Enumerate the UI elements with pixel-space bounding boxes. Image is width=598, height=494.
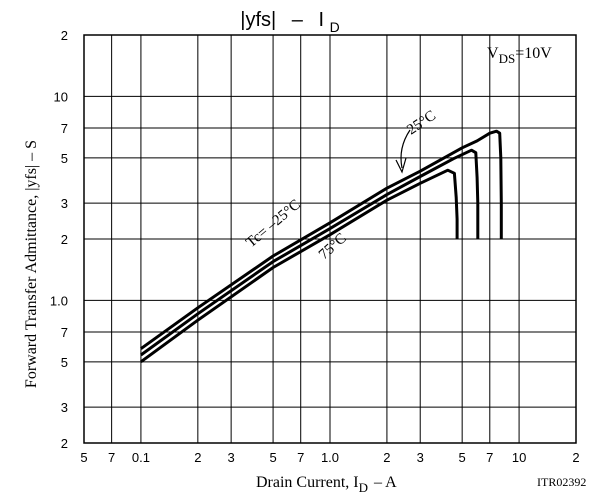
series-line xyxy=(140,148,480,357)
series-line xyxy=(140,129,503,350)
x-axis-label-unit: – A xyxy=(373,474,397,491)
x-tick-label: 5 xyxy=(459,450,466,465)
condition-label: VDS=10V xyxy=(487,45,552,66)
condition-sub: DS xyxy=(499,51,516,66)
x-tick-label: 2 xyxy=(383,450,390,465)
y-tick-label: 5 xyxy=(61,151,68,166)
plot-frame xyxy=(83,34,577,444)
x-tick-label: 0.1 xyxy=(132,450,150,465)
title-yfs: |yfs| xyxy=(240,9,276,31)
y-tick-label: 5 xyxy=(61,355,68,370)
x-tick-label: 7 xyxy=(297,450,304,465)
y-tick-label: 1.0 xyxy=(50,293,68,308)
x-tick-labels: 5 7 0.1 2 3 5 7 1.0 2 3 5 7 10 2 xyxy=(80,450,579,465)
annotation-room-leader xyxy=(400,129,411,169)
x-tick-label: 3 xyxy=(417,450,424,465)
title-id-main: I xyxy=(318,9,324,31)
condition-v: V xyxy=(487,45,499,62)
x-tick-label: 5 xyxy=(269,450,276,465)
x-axis-label: Drain Current, ID – A xyxy=(256,474,397,494)
chart-title: |yfs| – I D xyxy=(240,9,339,35)
x-tick-label: 5 xyxy=(80,450,87,465)
y-tick-label: 2 xyxy=(61,28,68,43)
title-dash: – xyxy=(292,9,304,31)
x-axis-label-sub: D xyxy=(359,480,368,494)
annotation-room-arrowhead xyxy=(395,157,407,174)
x-tick-label: 3 xyxy=(228,450,235,465)
y-tick-labels: 2 3 5 7 1.0 2 3 5 7 10 2 xyxy=(50,28,68,451)
x-tick-label: 1.0 xyxy=(321,450,339,465)
title-id-sub: D xyxy=(330,19,340,35)
y-tick-label: 7 xyxy=(61,121,68,136)
condition-value: =10V xyxy=(515,45,552,62)
y-axis-label: Forward Transfer Admittance, |yfs| – S xyxy=(23,140,40,388)
annotation-room: 25°C xyxy=(404,108,439,139)
y-tick-label: 2 xyxy=(61,232,68,247)
x-axis-label-main: Drain Current, I xyxy=(256,474,359,491)
curves xyxy=(140,129,503,364)
x-tick-label: 7 xyxy=(486,450,493,465)
y-tick-label: 7 xyxy=(61,325,68,340)
x-tick-label: 2 xyxy=(194,450,201,465)
x-tick-label: 7 xyxy=(108,450,115,465)
x-tick-label: 10 xyxy=(512,450,526,465)
y-tick-label: 3 xyxy=(61,400,68,415)
x-tick-label: 2 xyxy=(572,450,579,465)
y-tick-label: 2 xyxy=(61,436,68,451)
figure-code: ITR02392 xyxy=(537,475,586,489)
y-tick-label: 10 xyxy=(54,89,68,104)
y-tick-label: 3 xyxy=(61,196,68,211)
series-line xyxy=(140,168,459,364)
